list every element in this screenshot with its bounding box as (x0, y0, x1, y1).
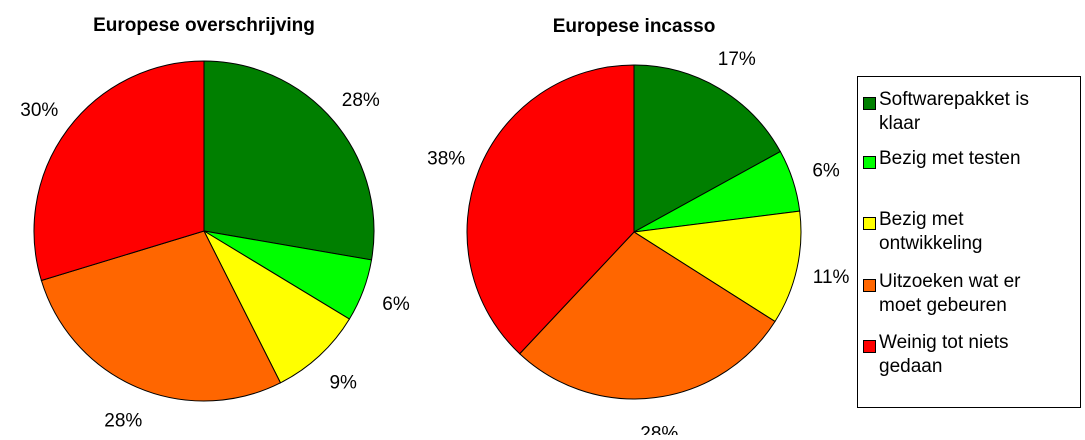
pie-slice-weinig (33, 60, 205, 282)
data-label-softwarepakket: 28% (342, 90, 380, 111)
data-label-weinig: 38% (427, 149, 465, 170)
data-label-uitzoeken: 28% (104, 411, 142, 432)
pie-slice-uitzoeken (40, 230, 282, 402)
legend-label: Softwarepakket is klaar (879, 89, 1029, 134)
data-label-testen: 6% (812, 161, 840, 182)
data-label-testen: 6% (382, 294, 410, 315)
pie-slice-weinig (466, 64, 635, 355)
pie-slice-ontwikkeling (632, 210, 802, 323)
legend-swatch (863, 156, 876, 169)
pie-slice-ontwikkeling (202, 229, 351, 384)
data-label-weinig: 30% (20, 100, 58, 121)
legend-swatch (863, 340, 876, 353)
legend: Softwarepakket is klaar Bezig met testen… (857, 76, 1081, 408)
legend-swatch (863, 279, 876, 292)
legend-label: Weinig tot niets gedaan (879, 332, 1009, 377)
legend-swatch (863, 97, 876, 110)
pie-slice-softwarepakket (633, 64, 782, 233)
chart-title: Europese overschrijving (93, 15, 315, 36)
data-label-ontwikkeling: 11% (813, 267, 850, 288)
legend-label: Bezig met ontwikkeling (879, 209, 983, 254)
pie-slice-uitzoeken (518, 231, 776, 400)
legend-label: Bezig met testen (879, 148, 1021, 169)
legend-label: Uitzoeken wat er moet gebeuren (879, 271, 1021, 316)
data-label-softwarepakket: 17% (718, 49, 756, 70)
data-label-uitzoeken: 28% (640, 423, 678, 435)
pie-slice-softwarepakket (203, 60, 375, 261)
data-label-ontwikkeling: 9% (329, 373, 357, 394)
legend-swatch (863, 217, 876, 230)
chart-title: Europese incasso (553, 16, 716, 37)
